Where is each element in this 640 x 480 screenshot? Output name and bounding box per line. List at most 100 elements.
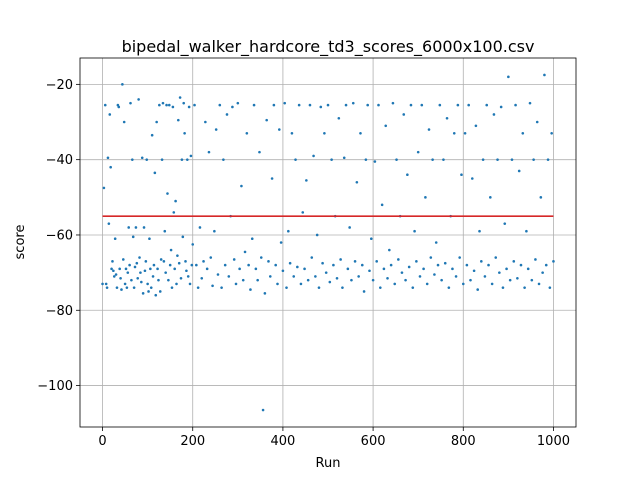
data-point (319, 105, 323, 109)
data-point (162, 260, 166, 263)
data-point (335, 276, 339, 280)
data-point (552, 260, 555, 263)
data-point (290, 132, 294, 135)
data-point (158, 103, 161, 107)
data-point (236, 101, 240, 105)
data-point (249, 288, 252, 291)
data-point (112, 275, 116, 278)
data-point (118, 267, 121, 271)
data-point (485, 103, 489, 107)
data-point (122, 120, 126, 124)
data-point (406, 173, 409, 177)
data-point (152, 263, 156, 267)
data-point (112, 269, 115, 273)
data-point (110, 267, 113, 271)
data-point (402, 113, 406, 116)
data-point (220, 286, 223, 289)
data-point (121, 258, 125, 261)
data-point (481, 158, 485, 161)
data-point (397, 258, 400, 261)
data-point (187, 105, 191, 109)
data-point (209, 256, 213, 259)
data-point (483, 275, 487, 278)
data-point (377, 103, 380, 107)
data-point (256, 278, 259, 282)
data-point (407, 265, 411, 269)
data-point (245, 132, 249, 135)
data-point (501, 286, 505, 289)
data-point (196, 286, 200, 289)
data-point (521, 132, 525, 135)
data-point (472, 269, 476, 273)
data-point (165, 103, 168, 107)
data-point (315, 233, 319, 237)
data-point (133, 265, 137, 269)
data-point (176, 254, 179, 257)
data-point (474, 124, 478, 128)
data-point (465, 263, 469, 267)
data-point (130, 278, 133, 282)
data-point (297, 103, 301, 107)
data-point (480, 260, 483, 263)
data-point (388, 248, 391, 252)
data-point (438, 103, 442, 107)
x-axis-label: Run (316, 456, 341, 471)
data-point (516, 276, 519, 280)
data-point (145, 158, 149, 161)
data-point (362, 290, 366, 293)
data-point (440, 278, 443, 282)
data-point (299, 282, 303, 286)
data-point (184, 260, 187, 263)
data-point (128, 263, 131, 267)
data-point (140, 156, 144, 160)
data-point (357, 275, 360, 278)
y-tick-label: −80 (46, 304, 73, 319)
y-tick-label: −100 (37, 379, 73, 394)
data-point (528, 101, 532, 105)
data-point (543, 73, 546, 77)
data-point (225, 113, 229, 116)
data-point (136, 276, 140, 280)
data-point (106, 156, 110, 160)
data-point (261, 408, 265, 412)
data-point (375, 260, 378, 263)
data-point (175, 282, 178, 286)
data-point (337, 116, 341, 120)
data-point (154, 293, 158, 297)
data-point (360, 263, 364, 267)
data-point (243, 250, 247, 254)
x-tick-label: 200 (180, 434, 205, 449)
data-point (223, 263, 227, 267)
data-point (369, 237, 373, 241)
data-point (150, 133, 154, 137)
data-point (328, 280, 332, 284)
data-point (317, 286, 321, 289)
data-point (418, 275, 422, 278)
data-point (445, 116, 449, 120)
data-point (539, 196, 543, 199)
x-tick-label: 600 (361, 434, 386, 449)
data-point (148, 237, 151, 241)
data-point (238, 267, 241, 271)
data-point (364, 158, 368, 161)
data-point (404, 278, 407, 282)
data-point (436, 263, 440, 267)
data-point (176, 118, 180, 122)
data-point (268, 275, 272, 278)
data-point (216, 273, 220, 276)
data-point (132, 286, 136, 289)
data-point (541, 271, 544, 274)
data-point (546, 158, 550, 161)
data-point (126, 271, 130, 274)
data-point (321, 261, 324, 265)
data-point (232, 258, 236, 261)
data-point (198, 226, 202, 229)
plot-frame (79, 57, 577, 428)
data-point (204, 120, 207, 124)
data-point (214, 128, 218, 131)
data-point (117, 105, 121, 109)
data-point (142, 226, 146, 229)
data-point (303, 267, 306, 271)
data-point (532, 158, 535, 161)
